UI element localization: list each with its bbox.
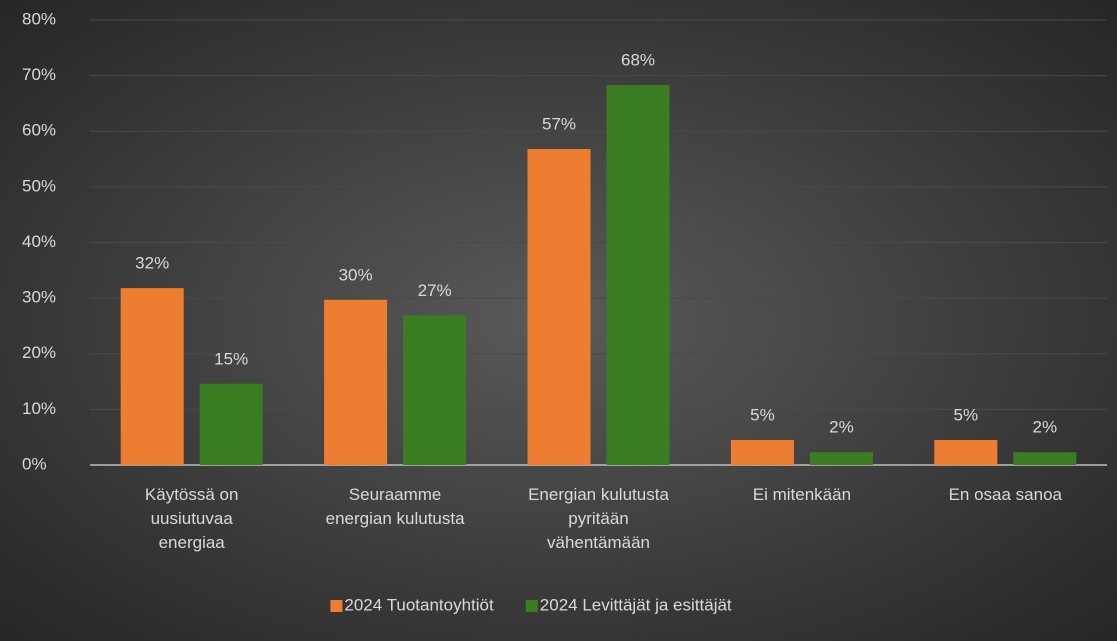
data-label: 57% bbox=[542, 115, 576, 134]
data-label: 27% bbox=[418, 281, 452, 300]
x-tick-label: Ei mitenkään bbox=[752, 485, 852, 504]
y-tick-label: 0% bbox=[22, 454, 47, 473]
data-label: 32% bbox=[135, 254, 169, 273]
data-label: 5% bbox=[750, 405, 775, 424]
y-tick-label: 70% bbox=[22, 65, 56, 84]
bar bbox=[324, 299, 388, 465]
data-label: 2% bbox=[1033, 418, 1058, 437]
y-tick-label: 40% bbox=[22, 232, 56, 251]
bar bbox=[934, 439, 998, 465]
bar bbox=[730, 439, 794, 465]
bar bbox=[809, 452, 873, 465]
y-tick-label: 10% bbox=[22, 399, 56, 418]
y-tick-label: 50% bbox=[22, 176, 56, 195]
bar bbox=[199, 383, 263, 465]
data-label: 68% bbox=[621, 51, 655, 70]
legend-swatch bbox=[330, 600, 343, 612]
x-tick-label: Energian kulutusta pyritään vähentämään bbox=[528, 485, 669, 552]
legend-label: 2024 Levittäjät ja esittäjät bbox=[540, 595, 732, 614]
data-label: 15% bbox=[214, 349, 248, 368]
bar bbox=[527, 149, 591, 466]
y-tick-label: 80% bbox=[22, 9, 56, 28]
y-tick-label: 20% bbox=[22, 343, 56, 362]
data-label: 5% bbox=[954, 405, 979, 424]
y-tick-label: 30% bbox=[22, 288, 56, 307]
x-tick-label: En osaa sanoa bbox=[948, 485, 1062, 504]
x-tick-label: Käytössä on uusiutuvaa energiaa bbox=[144, 485, 239, 552]
data-label: 30% bbox=[339, 265, 373, 284]
bar bbox=[403, 315, 467, 465]
data-label: 2% bbox=[829, 418, 854, 437]
legend-label: 2024 Tuotantoyhtiöt bbox=[344, 595, 494, 614]
bar bbox=[606, 85, 670, 466]
bar bbox=[120, 288, 184, 465]
y-tick-label: 60% bbox=[22, 121, 56, 140]
bar bbox=[1013, 452, 1077, 465]
x-tick-label: Seuraamme energian kulutusta bbox=[325, 485, 465, 528]
legend-swatch bbox=[525, 600, 538, 612]
